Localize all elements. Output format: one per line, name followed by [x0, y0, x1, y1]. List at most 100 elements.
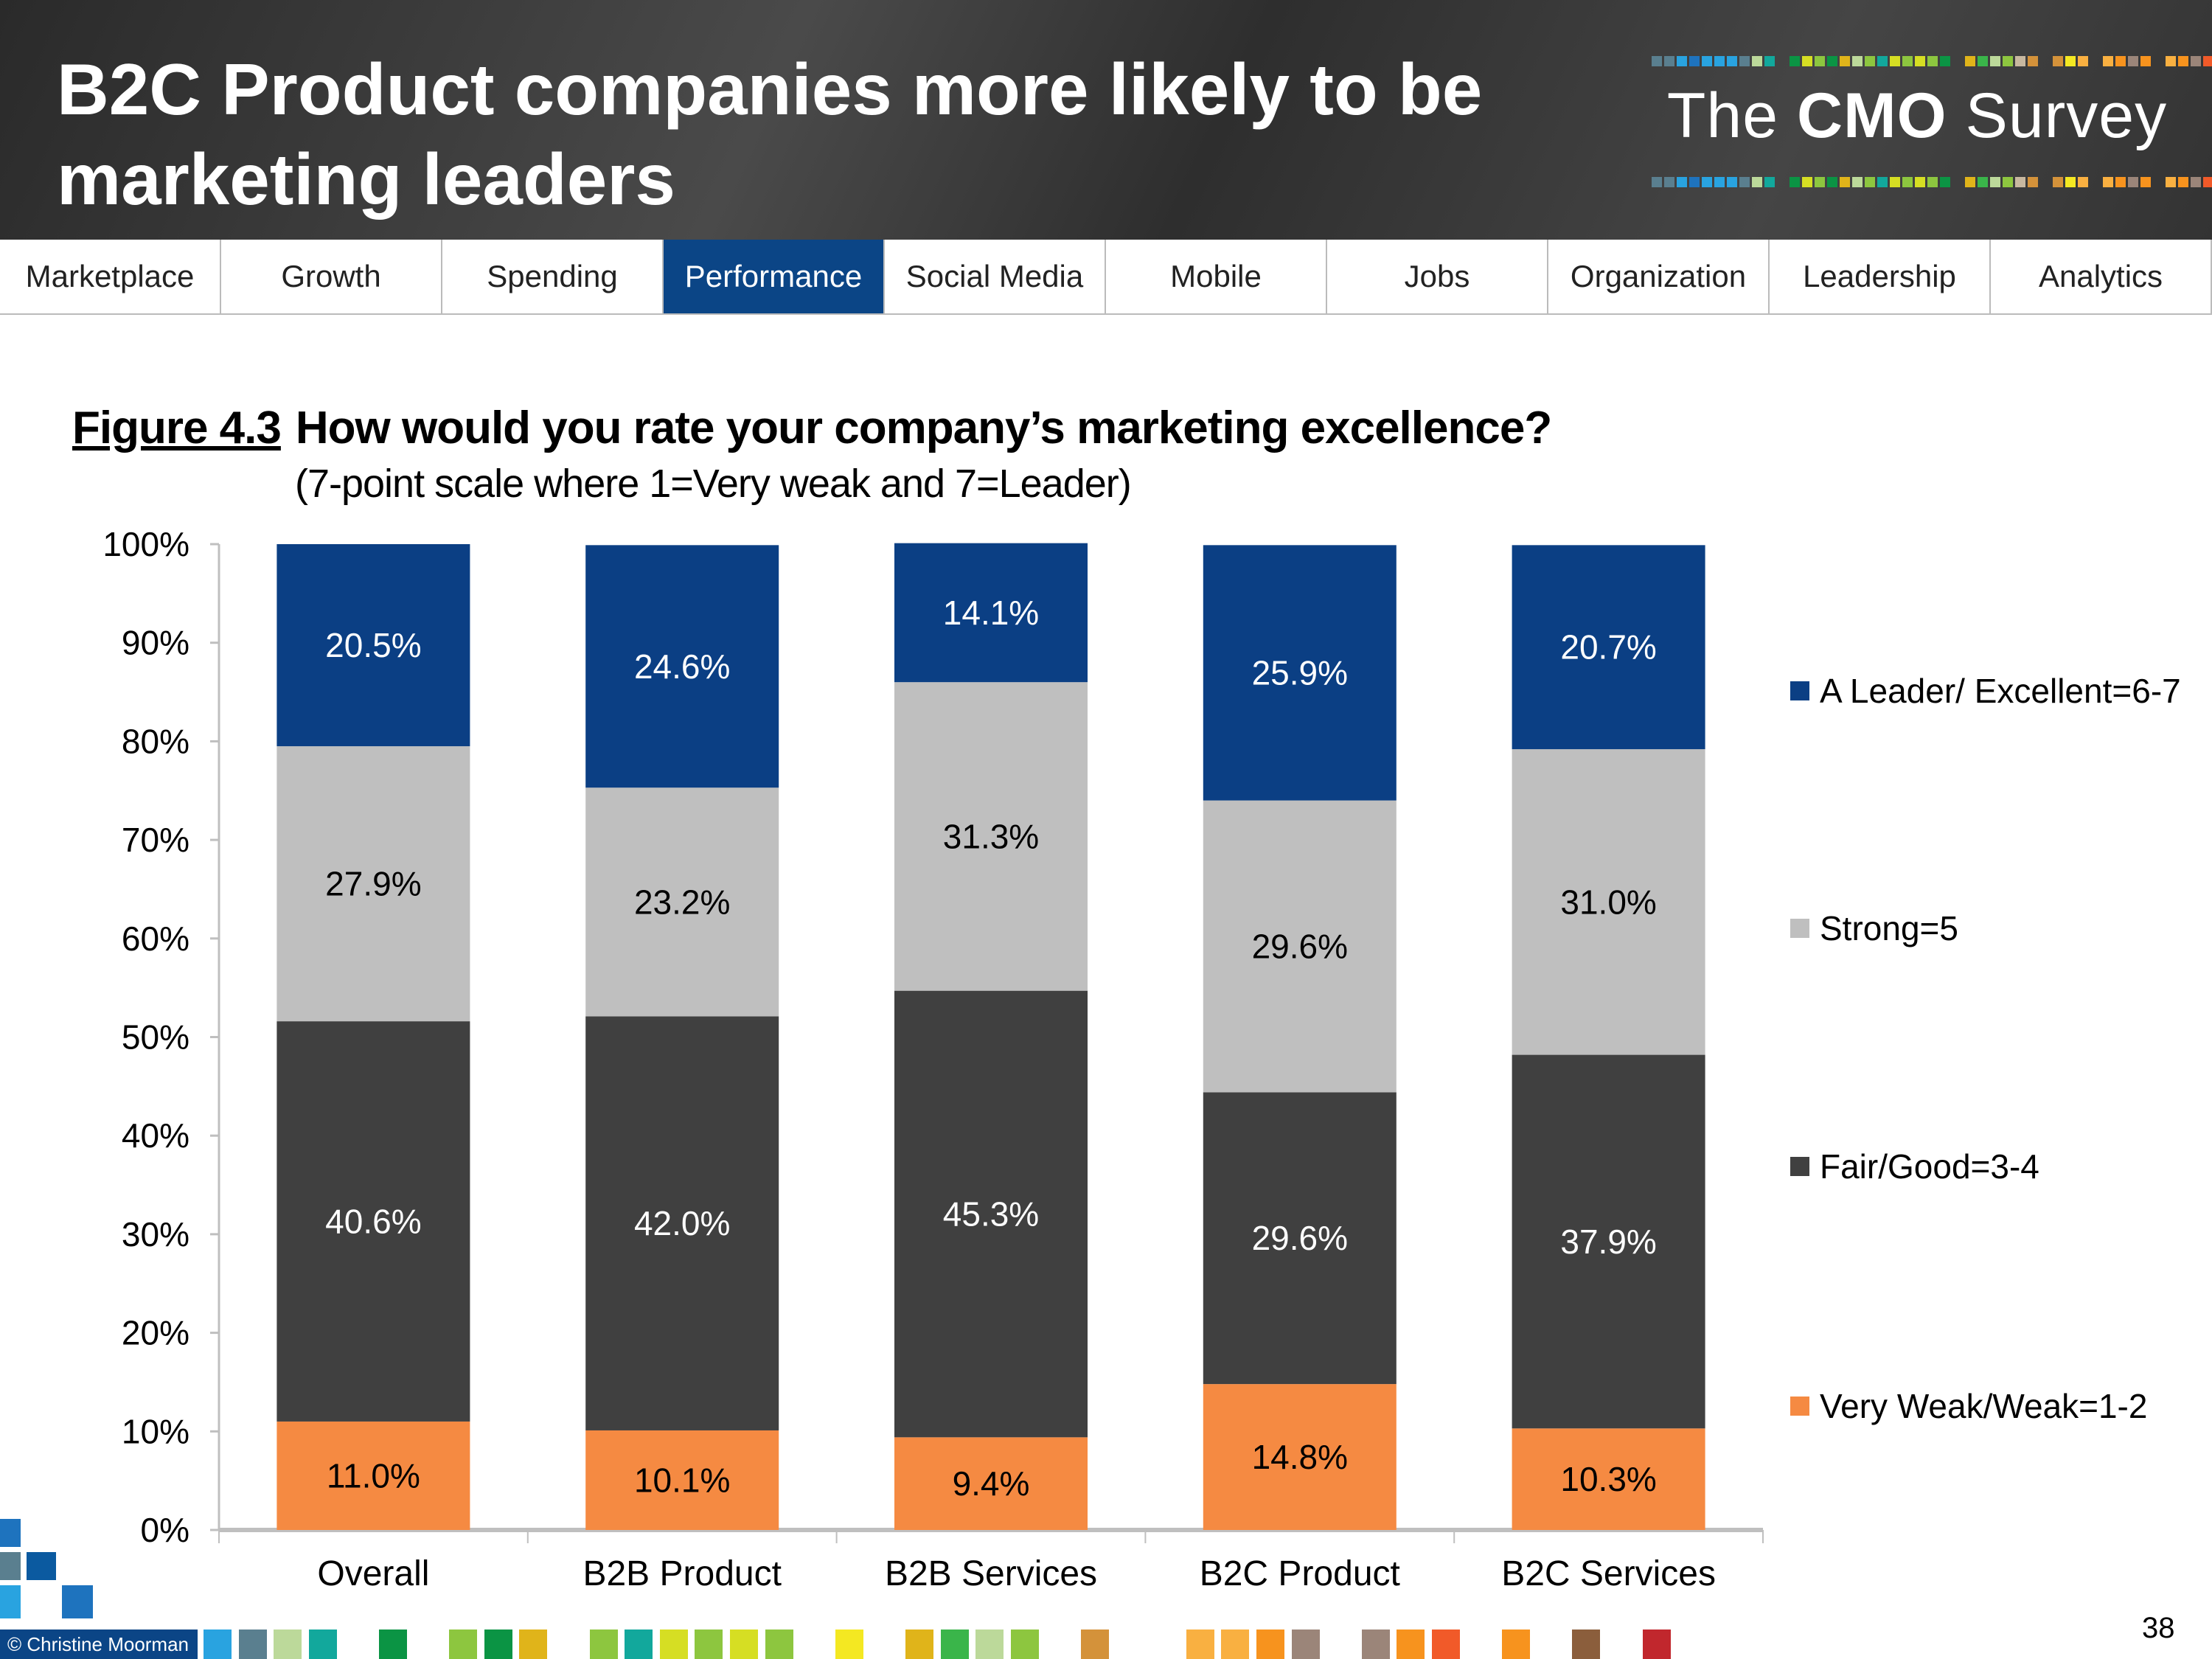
logo-pixel — [1714, 56, 1725, 66]
logo-pixel — [1965, 177, 1975, 187]
footer-square — [1081, 1630, 1109, 1659]
footer-square — [1010, 1630, 1039, 1659]
logo-pixel — [1852, 56, 1863, 66]
figure-title: Figure 4.3 How would you rate your compan… — [72, 402, 1552, 454]
logo-pixel — [1664, 56, 1674, 66]
y-tick-label: 0% — [141, 1511, 189, 1549]
data-label: 23.2% — [634, 883, 730, 921]
logo-pixel — [1815, 56, 1825, 66]
bar-segment — [1512, 1428, 1705, 1530]
tab-spending[interactable]: Spending — [442, 240, 664, 313]
footer-square — [1256, 1630, 1284, 1659]
header-banner: B2C Product companies more likely to be … — [0, 0, 2212, 240]
bar-segment — [1512, 749, 1705, 1055]
copyright: © Christine Moorman — [0, 1630, 198, 1659]
footer-square — [204, 1630, 232, 1659]
logo-pixel — [2140, 56, 2151, 66]
data-label: 29.6% — [1252, 927, 1348, 965]
logo-pixel — [1752, 56, 1762, 66]
data-label: 31.3% — [943, 817, 1039, 855]
logo-pixel — [2115, 56, 2126, 66]
tab-leadership[interactable]: Leadership — [1770, 240, 1991, 313]
y-tick-label: 90% — [122, 624, 189, 662]
logo-pixel — [1902, 177, 1913, 187]
bar-segment — [1512, 545, 1705, 750]
logo-pixel — [1677, 56, 1687, 66]
tab-growth[interactable]: Growth — [221, 240, 442, 313]
logo-pixel — [1840, 56, 1850, 66]
logo-pixel — [1865, 177, 1875, 187]
logo-pixel — [1940, 177, 1950, 187]
y-tick-label: 80% — [122, 722, 189, 760]
data-label: 14.1% — [943, 594, 1039, 632]
logo-pixel — [1652, 177, 1662, 187]
x-category-label: B2B Product — [582, 1554, 781, 1593]
logo-pixel — [2028, 56, 2038, 66]
logo-pixel — [1764, 177, 1775, 187]
logo-pixel — [1802, 177, 1812, 187]
legend-item: Fair/Good=3-4 — [1790, 1147, 2039, 1186]
data-label: 9.4% — [953, 1464, 1030, 1503]
tab-performance[interactable]: Performance — [664, 240, 885, 313]
logo-pixel — [2203, 177, 2212, 187]
logo-pixel — [2053, 177, 2063, 187]
logo-text: The CMO Survey — [1666, 80, 2168, 151]
logo-pixel — [1664, 177, 1674, 187]
footer-square — [1502, 1630, 1531, 1659]
logo-pixel — [1965, 56, 1975, 66]
y-tick-label: 30% — [122, 1215, 189, 1253]
logo-pixel — [1677, 177, 1687, 187]
data-label: 24.6% — [634, 647, 730, 686]
bar-segment — [1203, 800, 1397, 1093]
footer-square — [730, 1630, 758, 1659]
data-label: 20.7% — [1560, 628, 1656, 667]
bar-segment — [1203, 1384, 1397, 1530]
logo-pixel — [1739, 56, 1750, 66]
y-tick-label: 70% — [122, 821, 189, 859]
tab-mobile[interactable]: Mobile — [1106, 240, 1327, 313]
data-label: 14.8% — [1252, 1438, 1348, 1476]
legend-label: Very Weak/Weak=1-2 — [1820, 1387, 2148, 1425]
logo-pixel — [1790, 56, 1800, 66]
logo-pixel — [2166, 56, 2176, 66]
legend-swatch — [1790, 1157, 1809, 1176]
logo-pixel — [1877, 177, 1888, 187]
legend-swatch — [1790, 1397, 1809, 1416]
footer-square — [905, 1630, 933, 1659]
logo-pixel — [2203, 56, 2212, 66]
tab-social-media[interactable]: Social Media — [885, 240, 1106, 313]
footer-square — [835, 1630, 863, 1659]
tab-organization[interactable]: Organization — [1548, 240, 1770, 313]
footer-square — [975, 1630, 1004, 1659]
logo-pixel — [1739, 177, 1750, 187]
logo-pixel — [2191, 56, 2201, 66]
logo-pixel — [1990, 177, 2000, 187]
tab-marketplace[interactable]: Marketplace — [0, 240, 221, 313]
bar-segment — [276, 1021, 470, 1422]
logo-pixel — [1865, 56, 1875, 66]
footer-square — [1572, 1630, 1601, 1659]
tab-jobs[interactable]: Jobs — [1327, 240, 1548, 313]
y-tick-label: 60% — [122, 919, 189, 958]
footer-square — [659, 1630, 688, 1659]
logo-pixel — [2103, 177, 2113, 187]
tab-analytics[interactable]: Analytics — [1991, 240, 2212, 313]
logo-pixel — [2078, 177, 2088, 187]
logo-pixel — [1752, 177, 1762, 187]
bar-segment — [894, 543, 1088, 683]
bar-segment — [1512, 1054, 1705, 1429]
data-label: 10.1% — [634, 1461, 730, 1499]
data-label: 45.3% — [943, 1194, 1039, 1233]
cmo-survey-logo: The CMO Survey — [1637, 22, 2212, 229]
logo-pixel — [1840, 177, 1850, 187]
bar-segment — [585, 787, 779, 1017]
logo-pixel — [2028, 177, 2038, 187]
logo-pixel — [1990, 56, 2000, 66]
logo-pixel — [1790, 177, 1800, 187]
logo-pixel — [1890, 56, 1900, 66]
bar-segment — [1203, 1092, 1397, 1385]
y-tick-label: 100% — [102, 525, 189, 563]
data-label: 37.9% — [1560, 1222, 1656, 1261]
logo-pixel — [2078, 56, 2088, 66]
logo-pixel — [1652, 56, 1662, 66]
